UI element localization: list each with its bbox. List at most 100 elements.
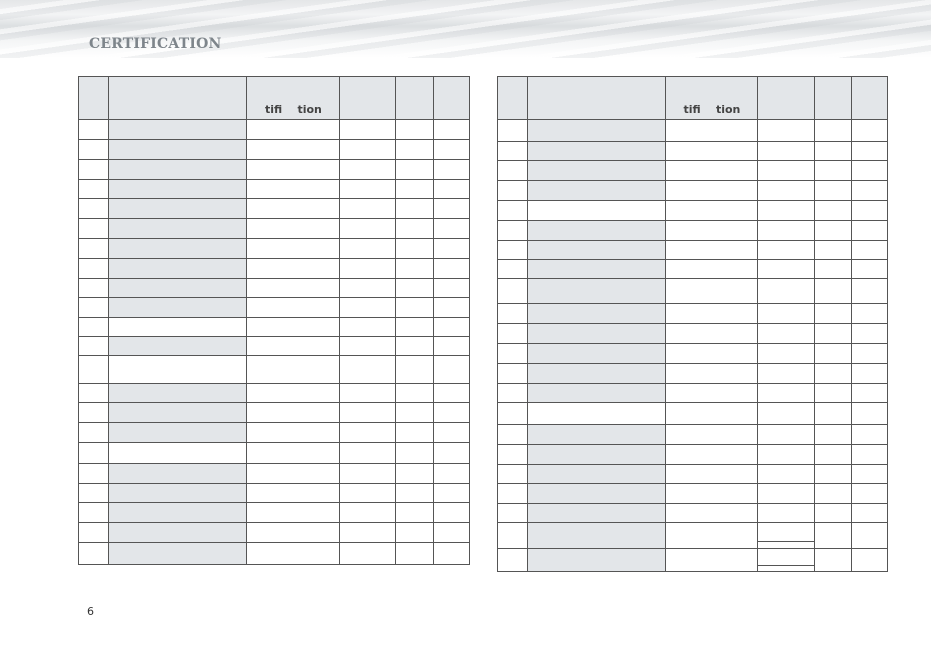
table-cell [78, 336, 109, 356]
table-cell [107, 483, 248, 503]
table-cell [851, 323, 888, 344]
certification-table-left: tifi tion [78, 76, 470, 565]
table-cell [78, 218, 109, 239]
table-cell [814, 464, 853, 484]
table-cell [246, 483, 341, 503]
table-cell [395, 278, 435, 298]
table-cell [757, 483, 816, 504]
table-cell [757, 522, 816, 549]
table-cell [395, 218, 435, 239]
table-cell [497, 444, 528, 465]
table-cell [665, 119, 759, 142]
table-cell [433, 119, 470, 140]
header-row: tifi tion [497, 76, 888, 120]
table-cell [395, 179, 435, 199]
table-cell [339, 238, 397, 259]
table-cell [246, 218, 341, 239]
table-row [497, 119, 888, 142]
table-cell [395, 463, 435, 484]
table-cell [433, 483, 470, 503]
table-cell [665, 141, 759, 161]
table-cell [665, 548, 759, 572]
header-cell [339, 76, 397, 120]
table-cell [78, 198, 109, 219]
table-cell [246, 355, 341, 384]
table-cell [497, 343, 528, 364]
table-cell [107, 383, 248, 403]
table-cell [814, 402, 853, 425]
table-cell [497, 363, 528, 384]
table-cell [107, 119, 248, 140]
table-cell [246, 139, 341, 160]
table-cell [526, 259, 667, 279]
table-cell [78, 278, 109, 298]
table-row [78, 198, 470, 219]
table-cell [433, 522, 470, 543]
table-cell [665, 383, 759, 403]
table-cell [757, 424, 816, 445]
table-cell [395, 139, 435, 160]
table-cell [851, 141, 888, 161]
table-cell [78, 297, 109, 318]
table-cell [78, 355, 109, 384]
table-cell [339, 463, 397, 484]
table-cell [757, 259, 816, 279]
table-cell [526, 464, 667, 484]
table-cell [433, 336, 470, 356]
table-cell [246, 442, 341, 464]
table-row [78, 317, 470, 337]
table-cell [497, 503, 528, 523]
table-cell [246, 463, 341, 484]
table-cell [433, 278, 470, 298]
table-cell [107, 522, 248, 543]
table-cell [757, 220, 816, 241]
table-cell [339, 198, 397, 219]
table-cell [497, 200, 528, 221]
header-cell [814, 76, 853, 120]
table-cell [107, 139, 248, 160]
table-cell [107, 502, 248, 523]
table-cell [665, 503, 759, 523]
table-cell [526, 444, 667, 465]
table-cell [246, 119, 341, 140]
table-cell [814, 278, 853, 304]
table-row [78, 463, 470, 484]
table-cell [339, 278, 397, 298]
table-cell [814, 483, 853, 504]
table-cell [395, 442, 435, 464]
header-cell [395, 76, 435, 120]
table-row [78, 483, 470, 503]
table-cell [246, 278, 341, 298]
table-cell [246, 317, 341, 337]
table-cell [107, 463, 248, 484]
table-cell [497, 323, 528, 344]
table-cell [814, 303, 853, 324]
table-cell [107, 278, 248, 298]
table-cell [851, 503, 888, 523]
table-row [497, 424, 888, 445]
table-cell [757, 180, 816, 201]
table-cell [814, 180, 853, 201]
table-cell [339, 483, 397, 503]
header-cell [107, 76, 248, 120]
table-row [497, 402, 888, 425]
table-row [78, 297, 470, 318]
table-cell [526, 383, 667, 403]
table-cell [497, 424, 528, 445]
table-cell [851, 464, 888, 484]
table-cell [851, 424, 888, 445]
table-cell [246, 238, 341, 259]
table-cell [339, 402, 397, 423]
header-label: tifi tion [264, 103, 322, 116]
table-cell [665, 343, 759, 364]
table-cell [526, 278, 667, 304]
table-cell [246, 198, 341, 219]
table-cell [665, 240, 759, 260]
table-cell [395, 336, 435, 356]
table-cell [395, 238, 435, 259]
table-cell [665, 424, 759, 445]
table-cell [497, 160, 528, 181]
table-cell [497, 240, 528, 260]
table-cell [757, 160, 816, 181]
table-cell [433, 442, 470, 464]
